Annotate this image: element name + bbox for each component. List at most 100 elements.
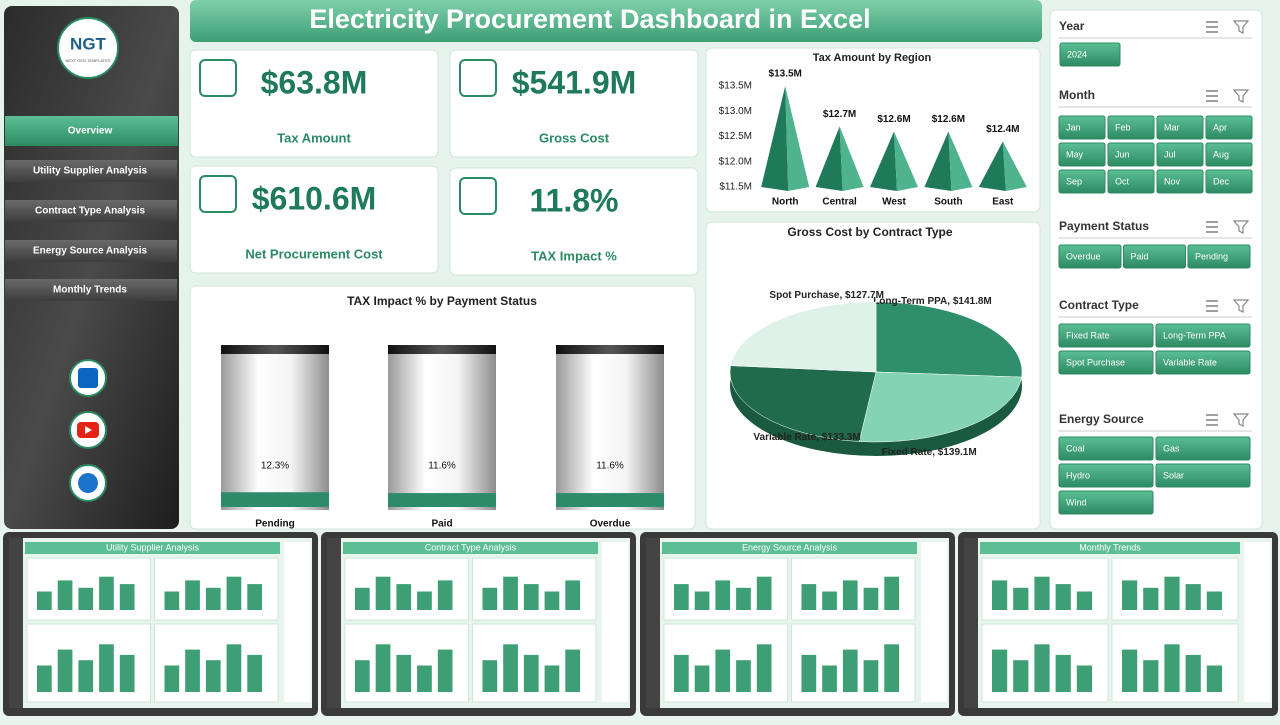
kpi-label: Gross Cost [539,130,610,145]
thumbnail-bar-decor [694,665,710,692]
thumbnail[interactable]: Utility Supplier Analysis [3,532,318,716]
clear-filter-icon[interactable] [1232,220,1250,234]
slicer-button-bg [1058,115,1106,140]
slicer-button[interactable]: Long-Term PPA [1155,323,1251,348]
thumbnail[interactable]: Energy Source Analysis [640,532,955,716]
logo-tagline: NEXT GEN TEMPLATES [66,58,111,63]
thumbnail-bar-decor [437,649,453,692]
thumbnail-bar-decor [1013,587,1029,610]
slicer-button[interactable]: Solar [1155,463,1251,488]
thumbnail-bar-decor [756,576,772,610]
slicer-button-label: Coal [1066,443,1085,453]
nav-item[interactable]: Utility Supplier Analysis [5,160,177,182]
thumbnail-bar-decor [226,644,242,692]
thumbnail-bar-decor [863,587,879,610]
thumbnail-bar-decor [355,587,370,610]
slicer-button[interactable]: Apr [1205,115,1253,140]
nav-item[interactable]: Contract Type Analysis [5,200,177,222]
clear-filter-icon[interactable] [1232,89,1250,103]
thumbnail[interactable]: Monthly Trends [958,532,1278,716]
thumbnail-bar-decor [164,591,180,610]
slicer-button[interactable]: Coal [1058,436,1154,461]
cylinder-fill [388,493,496,507]
slicer-button[interactable]: Overdue [1058,244,1122,269]
clear-filter-icon[interactable] [1232,20,1250,34]
value-label: Long-Term PPA, $141.8M [873,296,992,307]
slicer-button[interactable]: Nov [1156,169,1204,194]
multi-select-icon[interactable] [1206,90,1218,102]
kpi-icon [199,59,237,97]
slicer-button[interactable]: Aug [1205,142,1253,167]
thumbnail-bar-decor [99,576,114,610]
thumbnail-bar-decor [544,665,560,692]
slicer-button[interactable]: Sep [1058,169,1106,194]
slicer-button[interactable]: Oct [1107,169,1155,194]
slicer-button[interactable]: Jul [1156,142,1204,167]
thumbnail-bar-decor [842,580,858,610]
slicer-button-bg [1205,142,1253,167]
thumbnail-bar-decor [205,660,221,692]
thumbnail-bar-decor [736,587,751,610]
thumbnail-bar-decor [674,584,689,610]
slicer-button[interactable]: Hydro [1058,463,1154,488]
slicer-button-bg [1107,142,1155,167]
thumbnail-bar-decor [375,576,391,610]
value-label: $12.4M [986,124,1019,135]
clear-filter-icon[interactable] [1232,299,1250,313]
thumbnail-bar-decor [565,649,580,692]
slicer-panel [1049,9,1263,530]
thumbnail-title: Contract Type Analysis [425,542,517,552]
multi-select-icon[interactable] [1206,414,1218,426]
nav-label: Utility Supplier Analysis [33,166,148,177]
slicer-button[interactable]: Spot Purchase [1058,350,1154,375]
slicer-button[interactable]: Pending [1187,244,1251,269]
slicer-button-label: Overdue [1066,251,1101,261]
pyramid-face-left [815,126,843,191]
nav-item[interactable]: Monthly Trends [5,279,177,301]
multi-select-icon[interactable] [1206,221,1218,233]
nav-bg [5,279,177,301]
value-label: Variable Rate, $133.3M [753,432,860,443]
slicer-button[interactable]: Dec [1205,169,1253,194]
pie-slice [875,301,1023,378]
thumbnail-bar-decor [884,644,899,692]
slicer-button[interactable]: Variable Rate [1155,350,1251,375]
kpi-card [189,165,439,274]
thumbnail-bar-decor [1122,649,1138,692]
clear-filter-icon[interactable] [1232,413,1250,427]
nav-item[interactable]: Energy Source Analysis [5,240,177,262]
slicer-button[interactable]: Mar [1156,115,1204,140]
thumbnail-sidebar [327,538,341,708]
pyramid-face-left [978,141,1006,191]
thumbnail[interactable]: Contract Type Analysis [321,532,636,716]
thumbnail-bar-decor [715,649,731,692]
cylinder-top [221,345,329,354]
thumbnail-bar-decor [1206,591,1222,610]
slicer-button[interactable]: Gas [1155,436,1251,461]
multi-select-icon[interactable] [1206,300,1218,312]
slicer-button[interactable]: Jun [1107,142,1155,167]
slicer-button[interactable]: Wind [1058,490,1154,515]
slicer-button[interactable]: Paid [1123,244,1186,269]
thumbnail-title-bar [980,542,1240,554]
y-tick-label: $12.5M [719,131,752,142]
pyramid-bar [924,131,973,191]
x-tick-label: East [992,197,1014,208]
slicer-button[interactable]: Jan [1058,115,1106,140]
thumbnail-bar-decor [99,644,114,692]
nav-bg [5,160,177,182]
multi-select-icon[interactable] [1206,21,1218,33]
thumbnail-bar-decor [1055,654,1071,692]
thumbnail-bar-decor [822,591,837,610]
thumbnail-bar-decor [565,580,580,610]
thumbnail-bar-decor [503,576,518,610]
slicer-button[interactable]: Fixed Rate [1058,323,1154,348]
thumbnail-bar-decor [715,580,731,610]
sidebar [4,6,179,529]
slicer-button[interactable]: May [1058,142,1106,167]
slicer-button[interactable]: Feb [1107,115,1155,140]
nav-item[interactable]: Overview [5,116,178,146]
value-label: $12.7M [823,109,856,120]
slicer-button[interactable]: 2024 [1059,42,1121,67]
